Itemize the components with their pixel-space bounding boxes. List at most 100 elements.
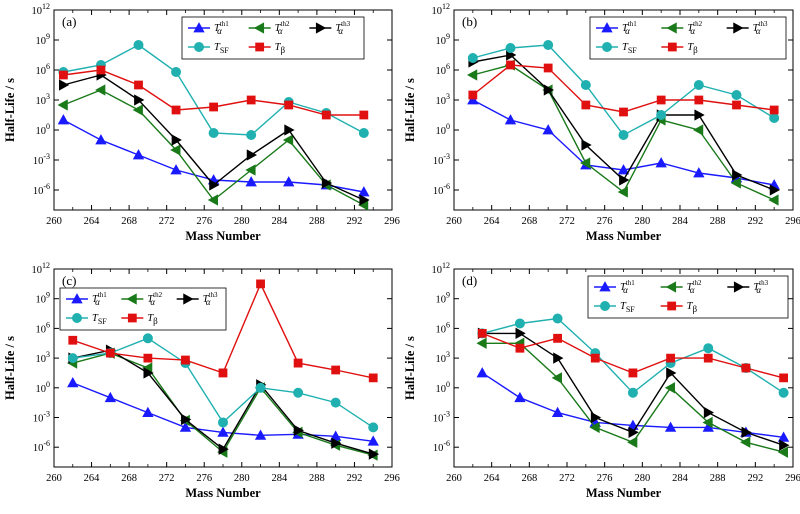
- data-point: [768, 194, 779, 206]
- data-point: [617, 186, 628, 198]
- x-tick-label: 284: [271, 216, 288, 227]
- data-point: [476, 367, 488, 378]
- data-point: [134, 94, 145, 106]
- x-tick-label: 260: [46, 216, 62, 227]
- x-tick-label: 292: [747, 473, 763, 484]
- data-point: [171, 105, 181, 115]
- x-tick-label: 260: [46, 473, 62, 484]
- data-point: [777, 446, 788, 458]
- y-tick-label: 1012: [432, 2, 451, 17]
- legend-marker: [193, 42, 204, 53]
- x-tick-label: 268: [121, 216, 137, 227]
- data-point: [321, 110, 331, 120]
- data-point: [359, 194, 370, 206]
- series-t-beta: [477, 328, 788, 383]
- data-point: [96, 65, 106, 75]
- data-point: [330, 397, 341, 408]
- data-point: [468, 90, 478, 100]
- data-point: [551, 406, 564, 417]
- y-axis-label: Half-Life / s: [3, 336, 17, 400]
- data-point: [666, 353, 675, 363]
- x-tick-label: 276: [196, 216, 212, 227]
- data-point: [321, 177, 333, 189]
- data-point: [284, 124, 295, 136]
- legend-label: TSF: [92, 313, 107, 326]
- data-point: [282, 134, 294, 146]
- legend: Tth1 α Tth2 α Tth3 α TSF Tβ: [59, 287, 227, 331]
- data-point: [217, 417, 228, 428]
- y-tick-label: 103: [436, 350, 451, 365]
- series-line: [472, 64, 775, 113]
- data-point: [132, 149, 145, 160]
- legend-marker: [733, 22, 744, 34]
- series-t-alpha-th1: [67, 377, 379, 446]
- data-point: [104, 391, 117, 403]
- data-point: [655, 157, 667, 168]
- data-point: [543, 63, 553, 73]
- data-point: [368, 448, 380, 460]
- y-tick-label: 100: [436, 122, 451, 137]
- data-point: [57, 114, 70, 125]
- y-tick-label: 10-3: [33, 410, 50, 425]
- panel-label: (d): [462, 273, 477, 288]
- x-tick-label: 264: [84, 216, 101, 227]
- series-line: [72, 349, 374, 455]
- data-point: [693, 124, 704, 136]
- x-tick-label: 272: [159, 473, 175, 484]
- data-point: [246, 129, 257, 140]
- legend-box: [589, 16, 787, 60]
- legend-marker: [733, 281, 745, 293]
- legend-marker: [666, 22, 677, 34]
- panel-d: 260 264 268 272 276 280 284 288 292 296 10-6 10-3 10…: [403, 261, 800, 500]
- data-point: [245, 164, 256, 176]
- data-point: [477, 328, 487, 338]
- x-tick-label: 276: [196, 473, 212, 484]
- data-point: [628, 426, 639, 439]
- data-point: [580, 157, 591, 169]
- x-axis-label: Mass Number: [185, 486, 261, 500]
- data-point: [58, 70, 68, 80]
- y-tick-label: 103: [436, 92, 451, 107]
- data-point: [293, 424, 304, 437]
- data-point: [515, 327, 526, 340]
- data-point: [702, 416, 713, 429]
- data-point: [209, 179, 220, 191]
- y-tick-label: 100: [36, 380, 51, 395]
- legend-marker: [126, 293, 137, 305]
- legend-label: Tth2 α: [275, 20, 290, 36]
- y-tick-label: 106: [36, 62, 51, 77]
- legend-label: Tβ: [275, 42, 286, 55]
- data-point: [142, 406, 154, 417]
- data-point: [543, 40, 554, 51]
- data-point: [58, 79, 70, 91]
- x-tick-label: 288: [710, 473, 726, 484]
- data-point: [293, 358, 303, 368]
- y-tick-label: 109: [436, 291, 451, 306]
- legend: Tth1 α Tth2 α Tth3 α TSF Tβ: [181, 16, 365, 60]
- x-tick-label: 268: [121, 473, 137, 484]
- data-point: [358, 186, 370, 197]
- data-point: [284, 100, 294, 110]
- data-point: [143, 367, 154, 379]
- data-point: [245, 176, 257, 187]
- x-axis-label: Mass Number: [586, 486, 662, 500]
- y-tick-label: 106: [436, 62, 451, 77]
- series-t-sf: [467, 40, 780, 140]
- y-tick-label: 109: [436, 32, 451, 47]
- data-point: [467, 69, 478, 81]
- data-point: [581, 139, 592, 151]
- series-t-beta: [68, 279, 378, 383]
- data-point: [656, 110, 667, 121]
- data-point: [664, 382, 675, 394]
- data-point: [656, 95, 666, 105]
- data-point: [693, 80, 704, 91]
- x-tick-label: 268: [521, 473, 537, 484]
- data-point: [255, 382, 266, 393]
- x-tick-label: 272: [559, 473, 575, 484]
- x-tick-label: 288: [710, 216, 726, 227]
- data-point: [105, 348, 115, 358]
- data-point: [57, 99, 68, 111]
- x-tick-label: 288: [309, 216, 325, 227]
- y-tick-label: 10-3: [33, 152, 50, 167]
